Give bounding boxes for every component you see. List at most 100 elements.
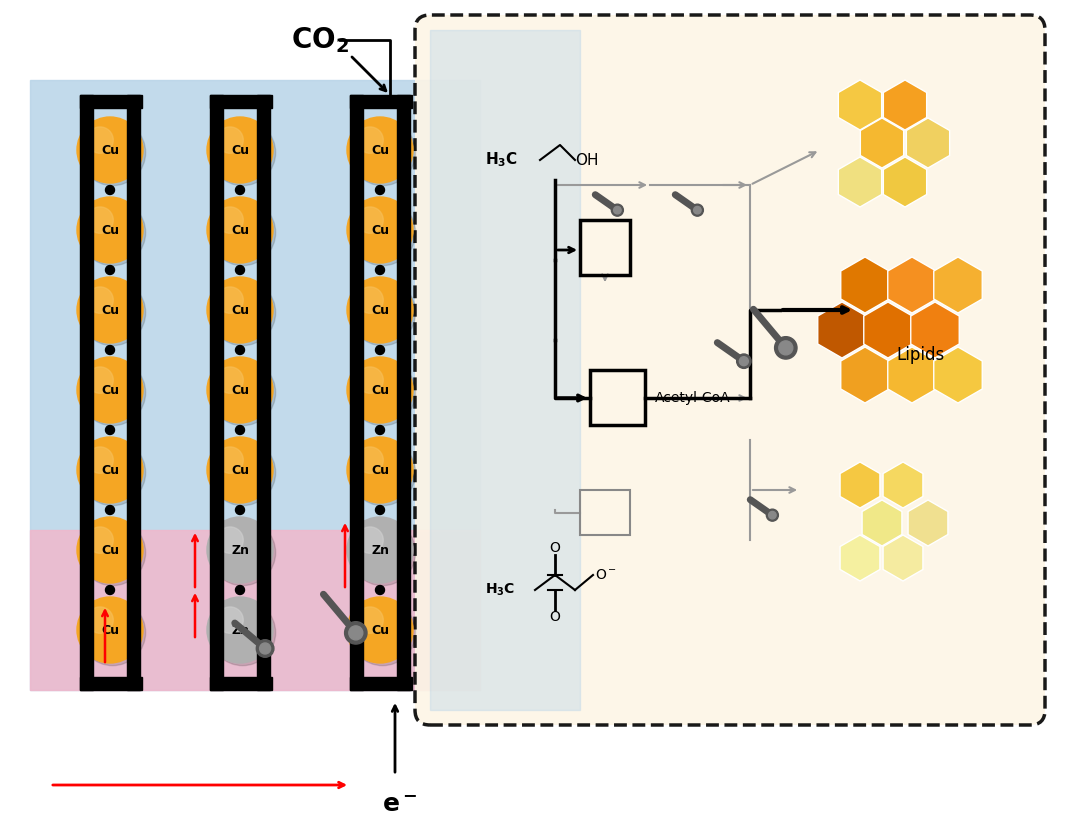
Circle shape [77, 437, 143, 503]
Circle shape [207, 197, 273, 263]
Polygon shape [864, 302, 913, 358]
Text: Cu: Cu [102, 144, 119, 156]
Circle shape [256, 640, 274, 657]
Circle shape [207, 277, 273, 343]
Text: O: O [550, 610, 561, 624]
Text: Cu: Cu [372, 223, 389, 237]
Circle shape [210, 600, 275, 665]
Text: Cu: Cu [102, 623, 119, 637]
Circle shape [235, 345, 244, 354]
Bar [257, 95, 270, 690]
Bar [127, 95, 140, 690]
Circle shape [347, 357, 413, 423]
Circle shape [350, 360, 416, 426]
Circle shape [77, 597, 143, 663]
Circle shape [376, 265, 384, 275]
Bar [580, 220, 630, 275]
Bar [350, 95, 363, 690]
Circle shape [77, 517, 143, 583]
Circle shape [80, 520, 146, 585]
Circle shape [77, 117, 143, 183]
Polygon shape [838, 80, 881, 130]
Text: $\mathbf{H_3C}$: $\mathbf{H_3C}$ [485, 582, 515, 598]
Circle shape [347, 197, 413, 263]
Polygon shape [888, 347, 936, 403]
Text: $\mathbf{H_3C}$: $\mathbf{H_3C}$ [485, 150, 518, 170]
Bar [350, 677, 411, 690]
Polygon shape [906, 118, 949, 168]
Polygon shape [934, 257, 982, 313]
Circle shape [376, 426, 384, 434]
Text: O$^-$: O$^-$ [595, 568, 617, 582]
Circle shape [86, 527, 113, 554]
Circle shape [235, 506, 244, 514]
Circle shape [80, 280, 146, 345]
Bar [350, 95, 411, 108]
Circle shape [77, 357, 143, 423]
Polygon shape [910, 302, 959, 358]
Polygon shape [840, 535, 880, 581]
Circle shape [347, 437, 413, 503]
Circle shape [210, 360, 275, 426]
Bar [210, 677, 272, 690]
Polygon shape [934, 347, 982, 403]
Polygon shape [861, 118, 904, 168]
Circle shape [737, 354, 751, 369]
Bar [210, 95, 272, 108]
Text: $\mathbf{CO_2}$: $\mathbf{CO_2}$ [291, 25, 349, 55]
Polygon shape [883, 157, 927, 207]
Circle shape [106, 585, 114, 595]
Circle shape [691, 204, 703, 216]
Polygon shape [838, 157, 881, 207]
Circle shape [80, 119, 146, 186]
Text: Cu: Cu [372, 303, 389, 317]
Polygon shape [888, 257, 936, 313]
Circle shape [235, 426, 244, 434]
Circle shape [217, 527, 243, 554]
Circle shape [106, 186, 114, 195]
Polygon shape [862, 500, 902, 546]
Circle shape [207, 517, 273, 583]
Bar [590, 370, 645, 425]
Text: Cu: Cu [231, 464, 249, 476]
Polygon shape [840, 257, 889, 313]
Polygon shape [908, 500, 948, 546]
Circle shape [80, 200, 146, 265]
Circle shape [235, 265, 244, 275]
Text: Cu: Cu [102, 223, 119, 237]
Circle shape [77, 277, 143, 343]
Text: Lipids: Lipids [896, 346, 944, 364]
Circle shape [210, 439, 275, 506]
Text: Zn: Zn [231, 623, 249, 637]
Circle shape [210, 280, 275, 345]
Circle shape [106, 345, 114, 354]
Bar [80, 95, 93, 690]
Circle shape [350, 119, 416, 186]
Bar [210, 95, 222, 690]
Bar [430, 30, 580, 710]
Polygon shape [840, 347, 889, 403]
Circle shape [347, 517, 413, 583]
Circle shape [86, 447, 113, 473]
Text: Cu: Cu [102, 464, 119, 476]
Circle shape [356, 287, 383, 313]
Circle shape [217, 606, 243, 633]
Circle shape [693, 207, 701, 214]
Polygon shape [840, 462, 880, 508]
Circle shape [106, 265, 114, 275]
Bar [397, 95, 410, 690]
Circle shape [259, 643, 271, 654]
Circle shape [217, 127, 243, 153]
Circle shape [356, 367, 383, 393]
Circle shape [356, 606, 383, 633]
Circle shape [207, 117, 273, 183]
Text: Cu: Cu [372, 623, 389, 637]
Circle shape [350, 600, 416, 665]
Circle shape [350, 439, 416, 506]
Circle shape [779, 341, 793, 354]
Text: Cu: Cu [372, 384, 389, 396]
Circle shape [86, 367, 113, 393]
Circle shape [347, 597, 413, 663]
Circle shape [356, 207, 383, 234]
Polygon shape [883, 462, 923, 508]
